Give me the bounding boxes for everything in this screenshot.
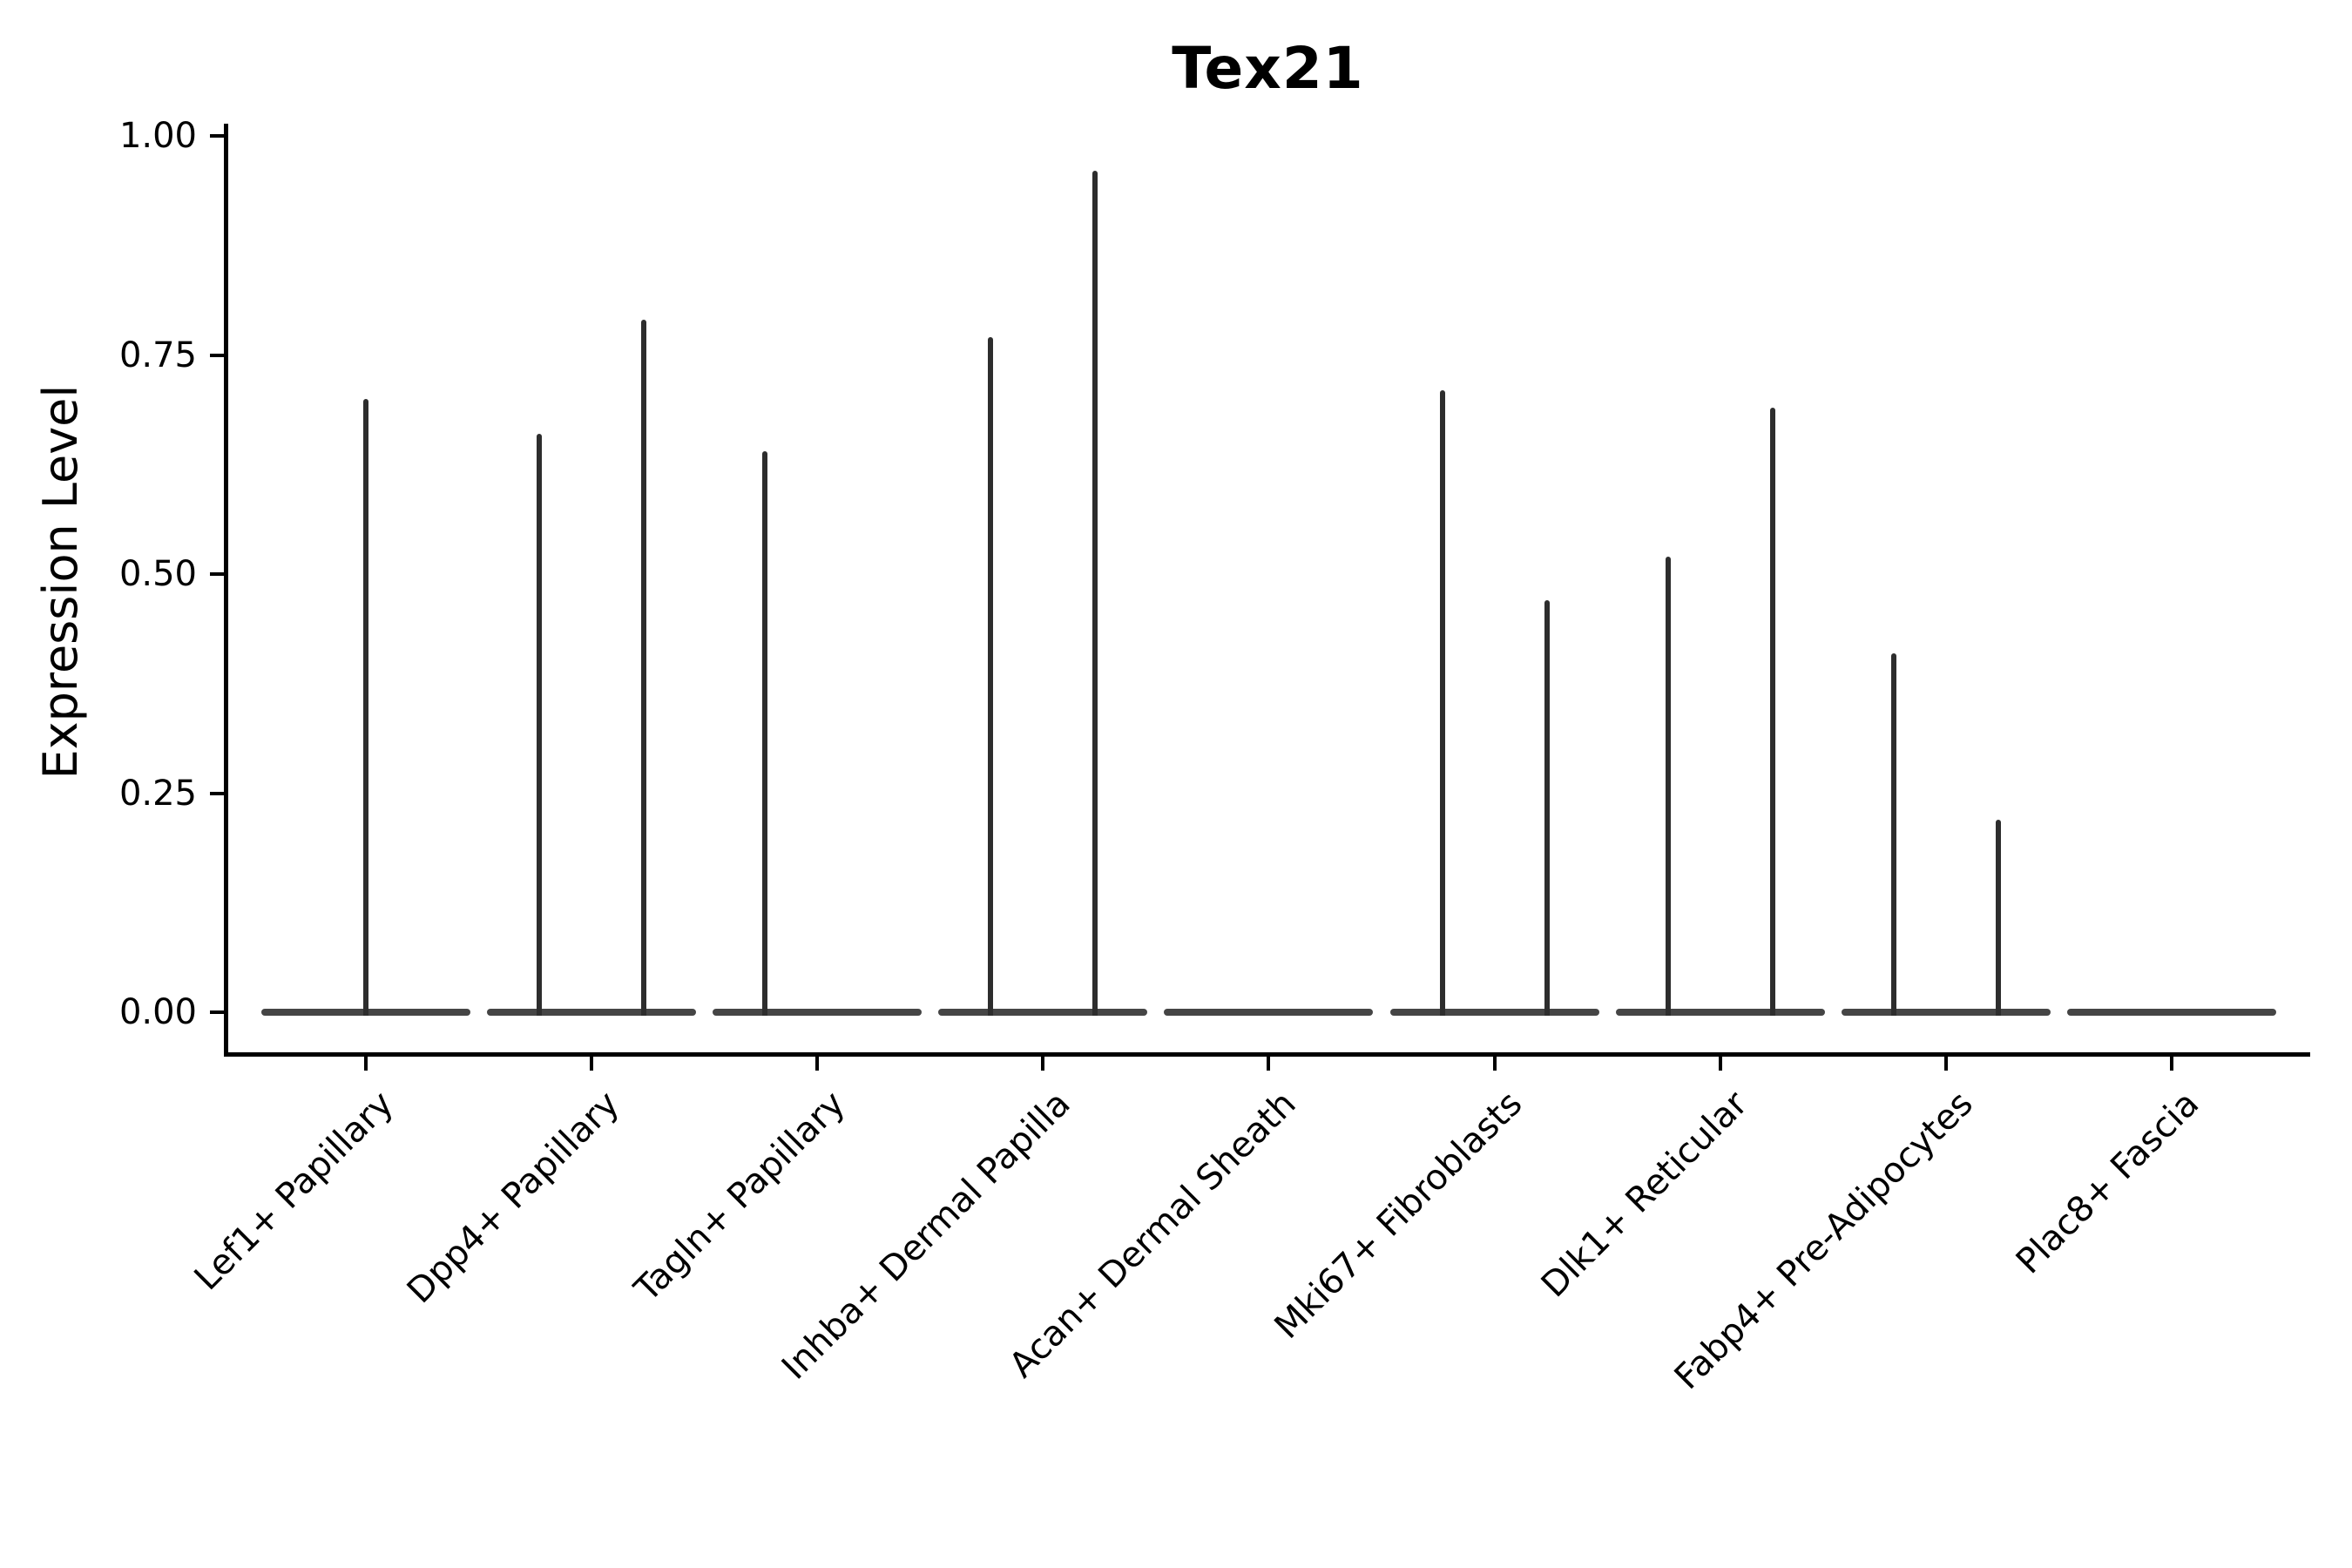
violin-spike [1769,407,1775,1016]
violin-baseline [1164,1009,1374,1016]
x-tick [1041,1055,1045,1071]
x-tick [1718,1055,1722,1071]
x-tick [2169,1055,2173,1071]
violin-baseline [938,1009,1148,1016]
violin-spike [1544,600,1550,1016]
y-tick [210,134,226,138]
y-tick [210,572,226,576]
x-tick-label: Lef1+ Papillary [186,1084,402,1299]
violin-baseline [713,1009,923,1016]
violin-spike [1439,389,1445,1016]
x-tick-label: Mki67+ Fibroblasts [1267,1084,1531,1347]
violin-spike [1995,819,2001,1016]
x-tick [364,1055,368,1071]
x-tick [815,1055,820,1071]
y-tick-label: 1.00 [118,116,197,156]
x-axis-spine [224,1052,2310,1057]
y-tick [210,1010,226,1014]
violin-baseline [2066,1009,2276,1016]
violin-spike [1890,652,1896,1016]
violin-spike [1092,171,1098,1016]
x-tick-label: Dlk1+ Reticular [1533,1084,1756,1306]
y-tick-label: 0.25 [118,773,197,814]
violin-baseline [487,1009,697,1016]
y-tick [210,353,226,357]
violin-spike [762,451,768,1016]
violin-spike [537,434,543,1016]
violin-spike [1665,556,1671,1016]
violin-spike [988,337,994,1016]
y-tick-label: 0.50 [118,554,197,594]
y-tick [210,791,226,795]
violin-spike [363,398,368,1016]
x-tick [590,1055,594,1071]
y-tick-label: 0.00 [118,992,197,1032]
chart-title: Tex21 [1172,35,1364,102]
violin-baseline [1615,1009,1825,1016]
y-tick-label: 0.75 [118,335,197,375]
x-tick-label: Dpp4+ Papillary [399,1084,627,1312]
violin-baseline [1841,1009,2051,1016]
violin-baseline [1389,1009,1599,1016]
x-tick-label: Plac8+ Fascia [2008,1084,2207,1282]
x-tick-label: Tagln+ Papillary [626,1084,853,1310]
x-tick [1267,1055,1271,1071]
y-axis-spine [224,124,228,1056]
x-tick [1943,1055,1948,1071]
x-tick [1492,1055,1497,1071]
violin-spike [641,320,647,1016]
